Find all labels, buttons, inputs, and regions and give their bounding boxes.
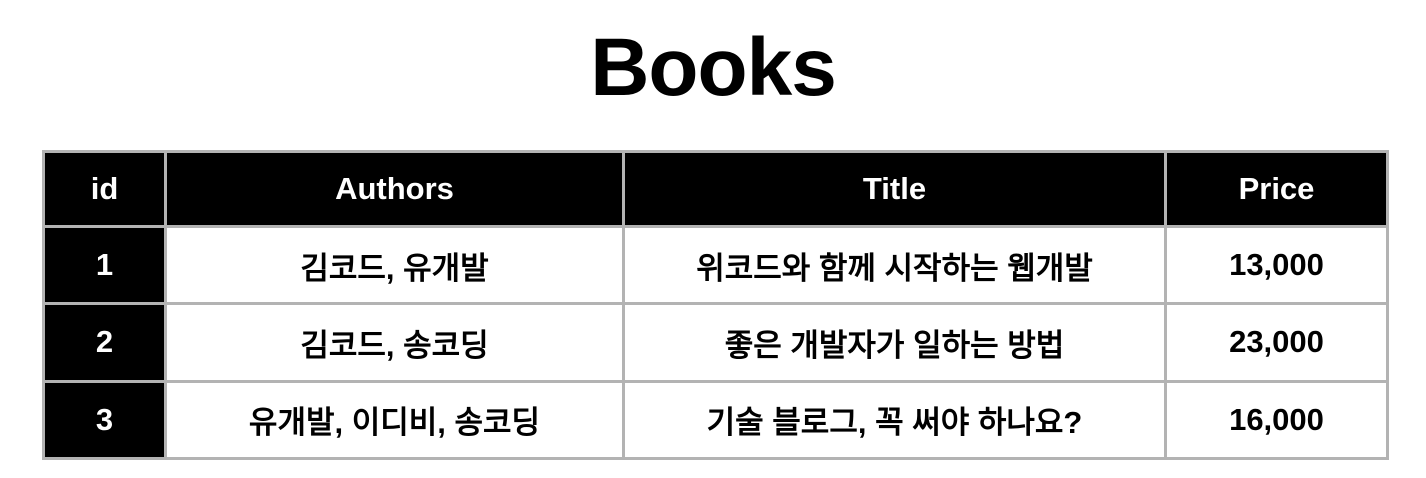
row-id-cell: 1 (42, 224, 167, 306)
page-title: Books (590, 22, 837, 113)
row-id-cell: 2 (42, 302, 167, 383)
column-header-id: id (42, 150, 167, 228)
books-table: id Authors Title Price 1 김코드, 유개발 위코드와 함… (42, 150, 1389, 461)
row-price-cell: 23,000 (1164, 302, 1389, 383)
table-row: 2 김코드, 송코딩 좋은 개발자가 일하는 방법 23,000 (42, 302, 1389, 383)
column-header-authors: Authors (164, 150, 625, 228)
row-authors-cell: 김코드, 유개발 (164, 224, 625, 306)
row-authors-cell: 유개발, 이디비, 송코딩 (164, 379, 625, 461)
table-row: 1 김코드, 유개발 위코드와 함께 시작하는 웹개발 13,000 (42, 224, 1389, 306)
column-header-title: Title (622, 150, 1167, 228)
row-price-cell: 13,000 (1164, 224, 1389, 306)
row-title-cell: 기술 블로그, 꼭 써야 하나요? (622, 379, 1167, 461)
row-id-cell: 3 (42, 379, 167, 461)
row-price-cell: 16,000 (1164, 379, 1389, 461)
table-row: 3 유개발, 이디비, 송코딩 기술 블로그, 꼭 써야 하나요? 16,000 (42, 379, 1389, 461)
row-title-cell: 위코드와 함께 시작하는 웹개발 (622, 224, 1167, 306)
row-authors-cell: 김코드, 송코딩 (164, 302, 625, 383)
column-header-price: Price (1164, 150, 1389, 228)
table-header-row: id Authors Title Price (42, 150, 1389, 228)
row-title-cell: 좋은 개발자가 일하는 방법 (622, 302, 1167, 383)
